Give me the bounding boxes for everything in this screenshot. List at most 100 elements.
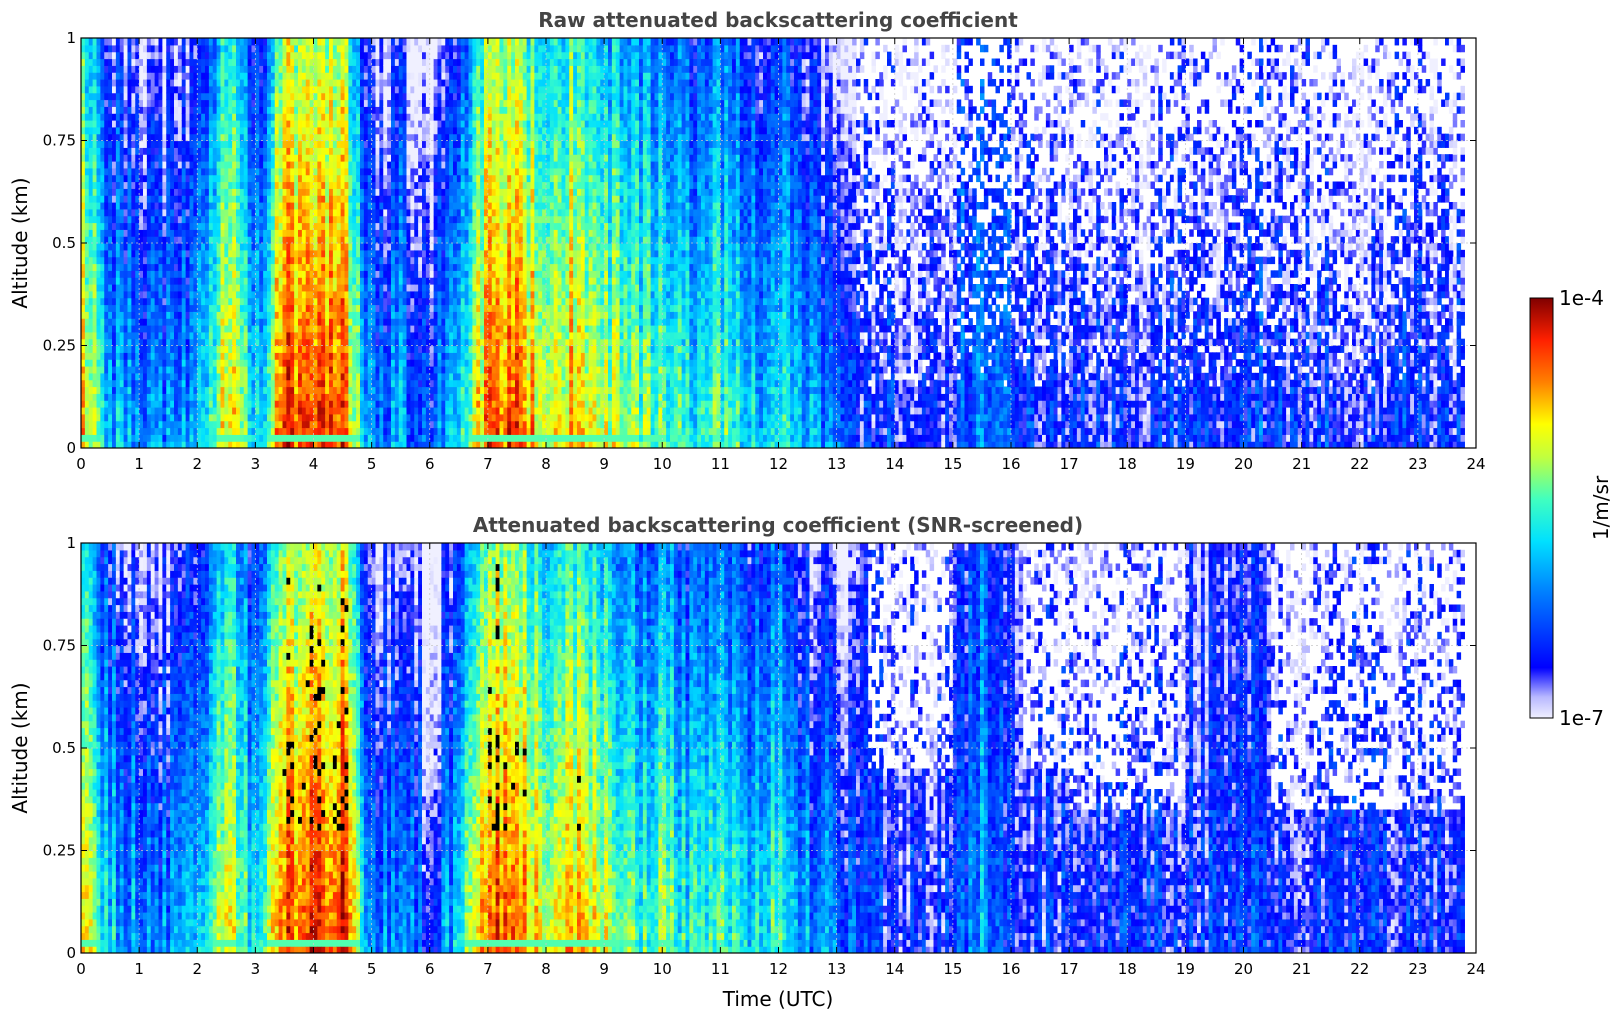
heatmap-cell	[305, 79, 311, 87]
heatmap-cell	[135, 400, 140, 408]
heatmap-cell	[263, 256, 268, 265]
heatmap-cell	[115, 236, 121, 244]
heatmap-cell	[220, 188, 225, 196]
heatmap-cell	[387, 140, 392, 148]
heatmap-cell	[270, 345, 276, 353]
heatmap-cell	[162, 290, 167, 299]
heatmap-cell	[208, 359, 214, 367]
heatmap-cell	[243, 167, 249, 176]
heatmap-cell	[282, 420, 287, 429]
heatmap-cell	[267, 352, 272, 360]
heatmap-cell	[208, 99, 214, 107]
heatmap-cell	[329, 427, 334, 435]
heatmap-cell	[189, 338, 194, 347]
heatmap-cell	[340, 352, 346, 360]
heatmap-cell	[251, 174, 256, 183]
heatmap-cell	[309, 38, 315, 46]
heatmap-cell	[220, 345, 225, 353]
heatmap-cell	[379, 249, 384, 258]
heatmap-cell	[329, 325, 334, 333]
heatmap-cell	[332, 359, 338, 367]
heatmap-cell	[239, 154, 245, 162]
heatmap-cell	[371, 236, 377, 244]
heatmap-cell	[367, 352, 373, 360]
heatmap-cell	[108, 113, 113, 121]
heatmap-cell	[228, 181, 233, 189]
heatmap-cell	[108, 379, 113, 388]
heatmap-cell	[123, 270, 129, 278]
heatmap-cell	[123, 372, 129, 381]
heatmap-cell	[270, 304, 276, 312]
heatmap-cell	[108, 208, 113, 217]
heatmap-cell	[305, 85, 311, 94]
heatmap-cell	[212, 38, 218, 46]
heatmap-cell	[197, 284, 202, 292]
heatmap-cell	[232, 167, 237, 176]
heatmap-cell	[239, 393, 245, 401]
heatmap-cell	[290, 85, 295, 94]
heatmap-cell	[150, 304, 156, 312]
heatmap-cell	[301, 256, 307, 265]
heatmap-cell	[375, 249, 380, 258]
heatmap-cell	[243, 249, 249, 258]
heatmap-cell	[174, 188, 179, 196]
heatmap-cell	[92, 92, 98, 101]
heatmap-cell	[267, 338, 272, 347]
heatmap-cell	[104, 154, 109, 162]
heatmap-cell	[174, 99, 179, 107]
heatmap-cell	[81, 58, 86, 66]
heatmap-cell	[367, 270, 373, 278]
heatmap-cell	[383, 44, 388, 53]
heatmap-cell	[232, 202, 237, 210]
heatmap-cell	[220, 58, 225, 66]
heatmap-cell	[336, 249, 342, 258]
heatmap-cell	[282, 311, 287, 319]
heatmap-cell	[123, 393, 129, 401]
heatmap-cell	[247, 243, 253, 251]
heatmap-cell	[398, 400, 404, 408]
heatmap-cell	[216, 249, 222, 258]
heatmap-cell	[363, 236, 369, 244]
heatmap-cell	[189, 236, 194, 244]
heatmap-cell	[290, 51, 295, 60]
heatmap-cell	[325, 106, 330, 114]
heatmap-cell	[239, 106, 245, 114]
heatmap-cell	[340, 393, 346, 401]
heatmap-cell	[270, 174, 276, 183]
heatmap-cell	[259, 188, 264, 196]
heatmap-cell	[387, 85, 392, 94]
heatmap-cell	[348, 195, 353, 203]
heatmap-cell	[170, 345, 175, 353]
heatmap-cell	[216, 133, 222, 142]
heatmap-cell	[139, 208, 144, 217]
heatmap-cell	[274, 85, 280, 94]
heatmap-cell	[193, 263, 198, 271]
heatmap-cell	[379, 407, 384, 415]
heatmap-cell	[135, 236, 140, 244]
heatmap-cell	[193, 222, 198, 230]
heatmap-cell	[267, 188, 272, 196]
heatmap-cell	[208, 58, 214, 66]
heatmap-cell	[394, 38, 400, 46]
heatmap-cell	[236, 58, 241, 66]
heatmap-cell	[100, 325, 105, 333]
heatmap-cell	[174, 372, 179, 381]
heatmap-cell	[197, 256, 202, 265]
heatmap-cell	[212, 174, 218, 183]
heatmap-cell	[170, 85, 175, 94]
heatmap-cell	[236, 379, 241, 388]
heatmap-cell	[212, 236, 218, 244]
heatmap-cell	[379, 195, 384, 203]
heatmap-cell	[383, 243, 388, 251]
heatmap-cell	[108, 297, 113, 306]
heatmap-cell	[313, 304, 318, 312]
heatmap-cell	[379, 427, 384, 435]
heatmap-cell	[298, 352, 303, 360]
heatmap-cell	[162, 99, 167, 107]
heatmap-cell	[317, 270, 322, 278]
heatmap-cell	[278, 270, 284, 278]
heatmap-cell	[131, 126, 136, 135]
heatmap-cell	[139, 407, 144, 415]
heatmap-cell	[123, 434, 129, 442]
heatmap-cell	[185, 331, 191, 340]
